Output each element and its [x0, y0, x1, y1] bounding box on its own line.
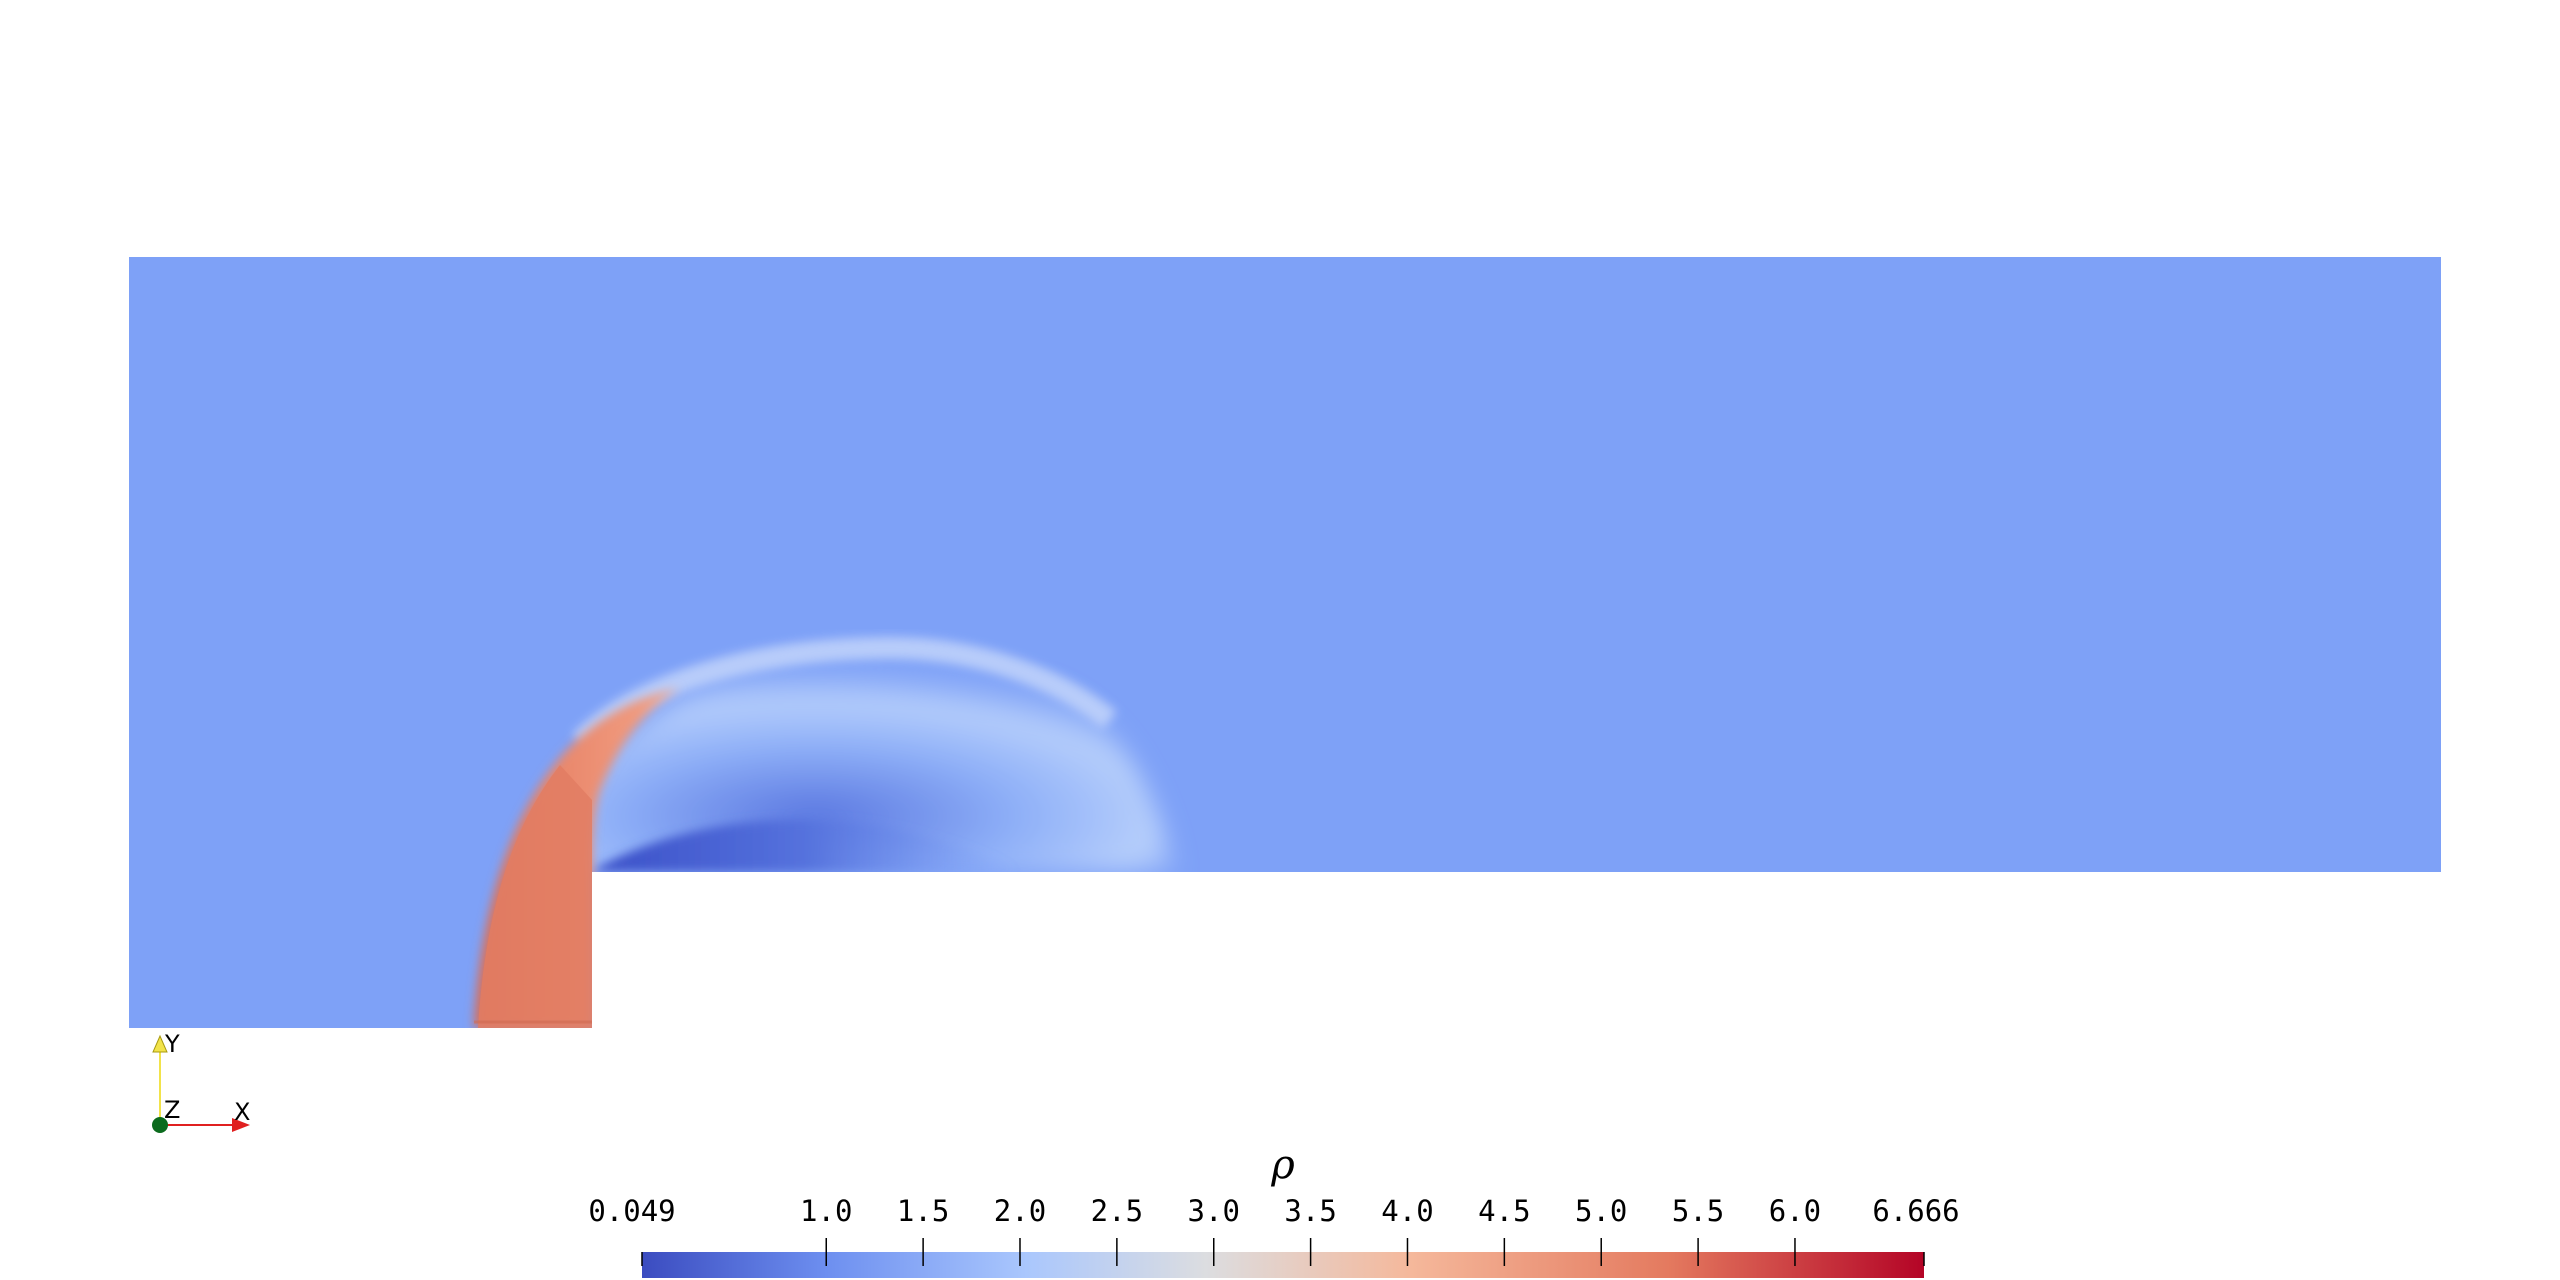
- z-axis-label: Z: [164, 1096, 180, 1124]
- colorbar-tick-label: 5.5: [1672, 1194, 1724, 1228]
- colorbar-tick-label: 4.5: [1478, 1194, 1530, 1228]
- low-density-region: [592, 819, 1020, 872]
- y-axis-arrow-icon: [152, 1034, 168, 1053]
- colorbar-tick-label: 3.0: [1188, 1194, 1240, 1228]
- colorbar-tick-label: 4.0: [1381, 1194, 1433, 1228]
- colorbar-title: ρ: [1270, 1142, 1295, 1188]
- density-field: [129, 257, 2441, 1028]
- colorbar-tick-label: 3.5: [1284, 1194, 1336, 1228]
- expansion-region: [520, 647, 1175, 872]
- colorbar-tick-label: 2.5: [1091, 1194, 1143, 1228]
- colorbar-tick-label: 6.0: [1769, 1194, 1821, 1228]
- y-axis-label: Y: [164, 1030, 180, 1058]
- x-axis-label: X: [234, 1098, 250, 1126]
- colorbar-gradient: [642, 1252, 1924, 1278]
- x-axis-arrow-icon: [232, 1118, 250, 1132]
- colorbar-min-label: 0.049: [588, 1194, 675, 1228]
- domain-background: [129, 257, 2441, 1028]
- z-axis-origin-icon: [152, 1117, 168, 1133]
- colorbar-tick-label: 2.0: [994, 1194, 1046, 1228]
- bow-shock-core: [478, 765, 592, 1028]
- colorbar-ticks: 1.0 1.5 2.0 2.5 3.0 3.5 4.0 4.5 5.0 5.5 6.0: [800, 1194, 1821, 1266]
- colorbar-tick-label: 5.0: [1575, 1194, 1627, 1228]
- colorbar-tick-label: 1.5: [897, 1194, 949, 1228]
- orientation-axes: Y X Z: [152, 1030, 250, 1133]
- colorbar-max-label: 6.666: [1872, 1194, 1959, 1228]
- colorbar-tick-label: 1.0: [800, 1194, 852, 1228]
- shock-front-light: [572, 636, 1117, 750]
- color-legend: ρ 1.0 1.5 2.0 2.5 3.0 3.5 4.0 4.5 5.0 5.5 6.0 0.04…: [588, 1142, 1960, 1278]
